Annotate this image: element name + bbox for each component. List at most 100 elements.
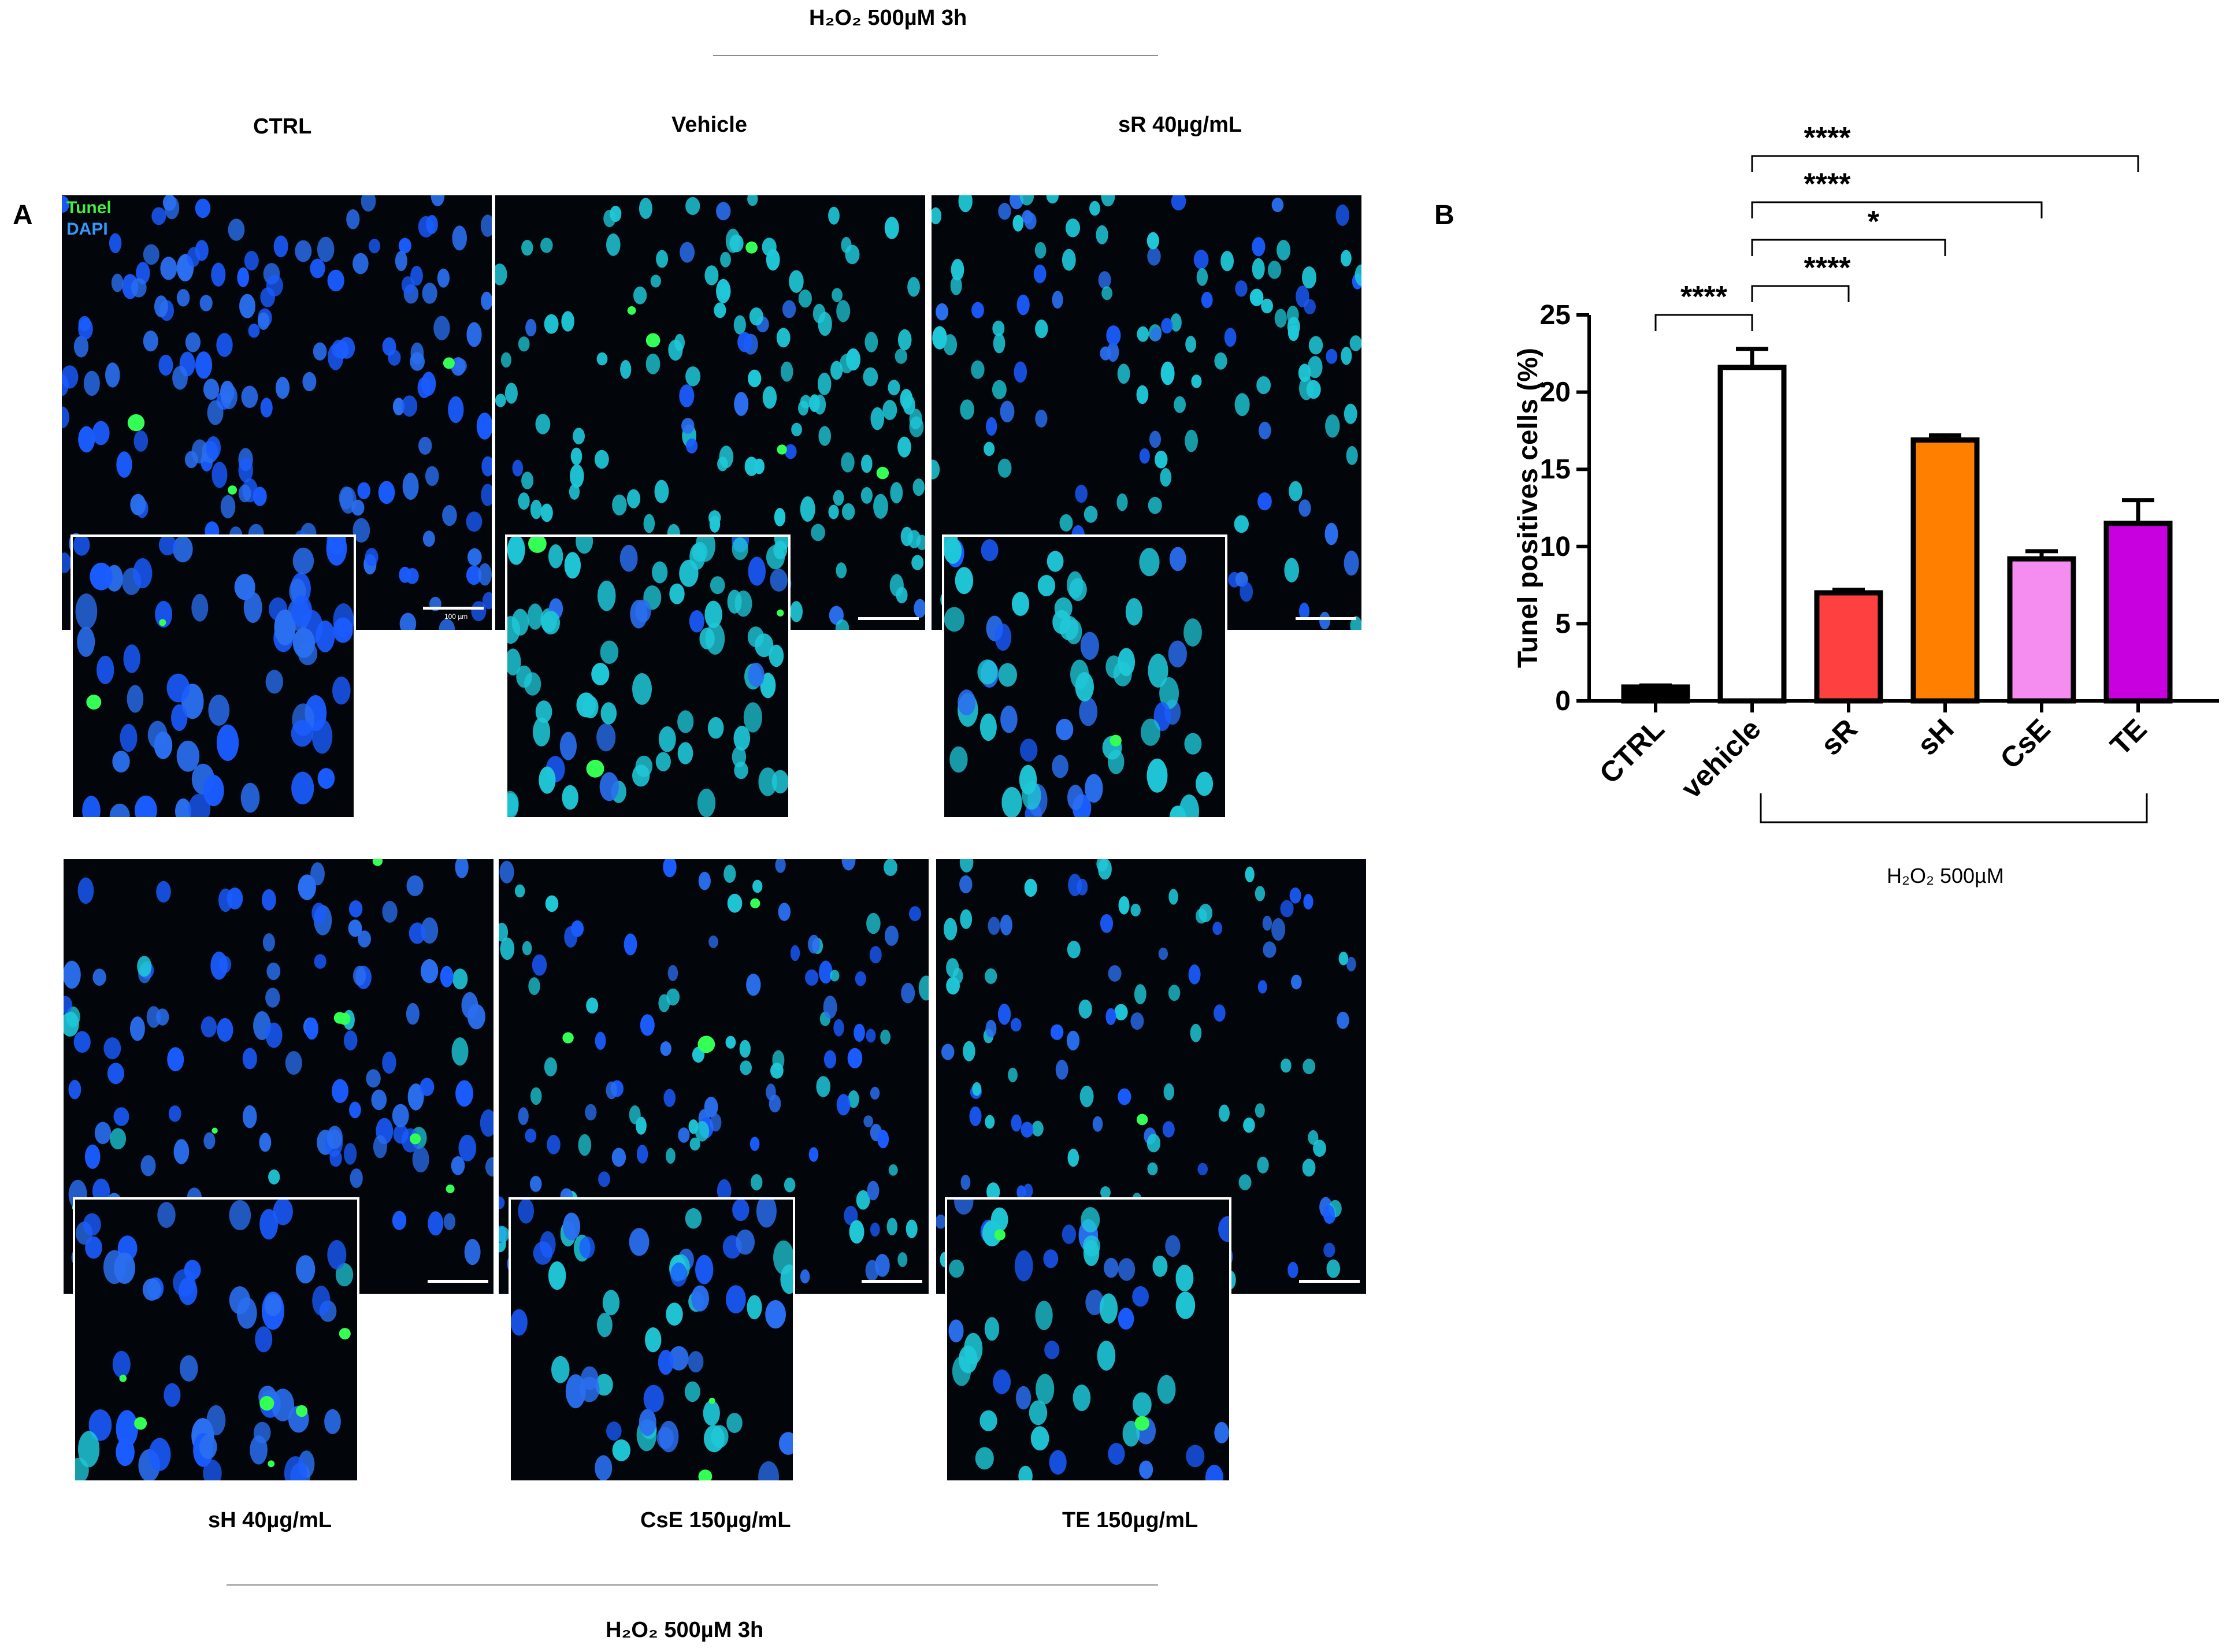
x-tick-label: sR — [1815, 712, 1864, 762]
nucleus — [1079, 1085, 1094, 1108]
nucleus — [64, 960, 81, 989]
nucleus — [173, 1139, 190, 1164]
nucleus — [746, 974, 761, 996]
nucleus — [748, 369, 762, 388]
bar-te — [2103, 521, 2173, 704]
nucleus — [511, 608, 529, 636]
nucleus — [348, 900, 363, 918]
nucleus — [481, 484, 492, 506]
nucleus — [261, 889, 276, 911]
nucleus — [841, 503, 855, 520]
nucleus — [1085, 774, 1103, 803]
nucleus — [292, 547, 314, 574]
nucleus — [1073, 1384, 1091, 1412]
nucleus — [418, 436, 432, 455]
nucleus — [900, 389, 913, 409]
nucleus — [540, 503, 553, 522]
nucleus — [1196, 268, 1208, 286]
nucleus — [265, 670, 283, 694]
nucleus — [561, 311, 574, 332]
nucleus — [936, 303, 949, 321]
nucleus — [832, 288, 843, 302]
nucleus — [208, 695, 230, 726]
nucleus — [188, 793, 211, 817]
nucleus — [544, 1057, 557, 1076]
nucleus — [1302, 266, 1316, 289]
nucleus — [1067, 941, 1081, 959]
nucleus — [84, 1144, 101, 1169]
nucleus — [203, 378, 220, 400]
nucleus — [1324, 522, 1338, 545]
tunel-positive-spot — [119, 1375, 127, 1382]
nucleus — [262, 933, 275, 952]
nucleus — [175, 798, 191, 817]
nucleus — [946, 958, 959, 978]
nucleus — [1160, 361, 1175, 385]
nucleus — [530, 1087, 542, 1105]
nucleus — [1306, 380, 1321, 399]
nucleus — [1149, 430, 1161, 448]
nucleus — [1010, 1018, 1022, 1032]
nucleus — [1256, 376, 1271, 395]
nucleus — [1046, 195, 1059, 204]
scale-bar — [858, 617, 919, 620]
nucleus — [179, 1355, 198, 1382]
nucleus — [1163, 1083, 1174, 1101]
nucleus — [395, 251, 407, 272]
nucleus — [285, 1051, 302, 1075]
nucleus — [884, 859, 897, 876]
nucleus — [882, 400, 897, 420]
nucleus — [178, 1277, 198, 1305]
nucleus — [1255, 886, 1266, 901]
nucleus — [1101, 195, 1115, 207]
nucleus — [643, 1384, 664, 1413]
nucleus — [866, 1029, 876, 1043]
nucleus — [855, 971, 866, 986]
nucleus — [62, 552, 71, 573]
nucleus — [229, 1200, 251, 1231]
nucleus — [861, 454, 873, 473]
tunel-positive-spot — [697, 1035, 715, 1053]
tunel-positive-spot — [645, 333, 661, 348]
nucleus — [1185, 429, 1198, 452]
nucleus — [959, 859, 974, 873]
nucleus — [1130, 904, 1141, 916]
nucleus — [867, 1180, 880, 1201]
nucleus — [775, 859, 786, 873]
nucleus — [645, 1327, 662, 1353]
nucleus — [714, 302, 726, 318]
tunel-positive-spot — [627, 306, 636, 315]
nucleus — [984, 441, 995, 456]
nucleus — [265, 988, 280, 1008]
nucleus — [1197, 1163, 1208, 1175]
nucleus — [451, 1037, 469, 1066]
nucleus — [539, 766, 556, 794]
nucleus — [830, 970, 840, 982]
nucleus — [770, 1063, 784, 1079]
nucleus — [897, 329, 912, 351]
nucleus — [392, 398, 405, 415]
nucleus — [1238, 1174, 1252, 1190]
nucleus — [570, 447, 582, 465]
nucleus — [717, 456, 728, 472]
nucleus — [691, 1285, 709, 1312]
nucleus — [199, 1434, 217, 1460]
nucleus — [916, 534, 925, 550]
nucleus — [1104, 1257, 1119, 1278]
nucleus — [666, 1302, 683, 1326]
nucleus — [659, 1420, 679, 1453]
nucleus — [1219, 1104, 1230, 1122]
nuclei-inset-cse — [511, 1200, 793, 1480]
tunel-positive-spot — [268, 1460, 275, 1468]
inset-cse — [509, 1197, 795, 1483]
nucleus — [147, 721, 168, 749]
nucleus — [405, 568, 419, 584]
nucleus — [1012, 214, 1024, 232]
nucleus — [525, 318, 537, 337]
nucleus — [932, 326, 947, 350]
nucleus — [1151, 327, 1162, 341]
nucleus — [357, 482, 370, 499]
nucleus — [260, 398, 273, 418]
nucleus — [944, 918, 958, 941]
nucleus — [1075, 484, 1088, 503]
